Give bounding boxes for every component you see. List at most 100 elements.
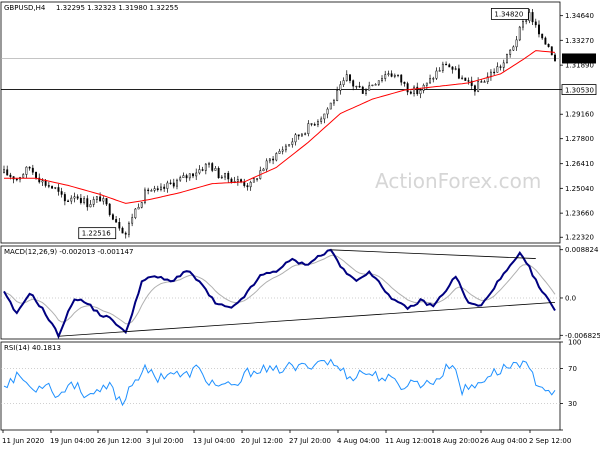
candle-body [333, 100, 335, 104]
candle-body [41, 180, 44, 183]
candle-body [246, 185, 249, 188]
candle-body [473, 85, 476, 92]
candle-body [44, 180, 47, 186]
ohlc-header: 1.32295 1.32323 1.31980 1.32255 [56, 4, 178, 12]
support-price-tag [561, 84, 597, 95]
candle-body [502, 62, 505, 68]
candle-body [243, 181, 246, 186]
candle-body [393, 74, 396, 77]
candle-body [448, 64, 451, 68]
macd-panel: MACD(12,26,9) -0.002013 -0.001147 0.0088… [1, 246, 600, 340]
candle-body [419, 90, 422, 95]
candle-body [477, 81, 480, 92]
price-tick-label: 1.29160 [565, 111, 594, 119]
candle-body [281, 149, 284, 152]
candle-body [406, 83, 409, 93]
symbol-header: GBPUSD,H4 [4, 4, 46, 12]
candle-body [25, 166, 28, 175]
candle-body [83, 198, 86, 203]
price-tick-label: 1.31890 [565, 62, 594, 70]
candle-body [525, 20, 528, 22]
candle-body [534, 21, 537, 26]
candle-body [15, 178, 18, 181]
candle-body [57, 187, 60, 192]
candle-body [60, 191, 63, 195]
candle-body [198, 169, 201, 174]
candle-body [272, 158, 275, 161]
candle-body [441, 63, 444, 71]
candle-body [115, 219, 118, 223]
price-panel-border [0, 1, 561, 244]
candle-body [227, 172, 230, 180]
candle-body [518, 26, 521, 41]
price-tick-label: 1.27800 [565, 135, 594, 143]
candle-body [38, 177, 41, 183]
candle-body [121, 227, 124, 234]
candle-body [403, 81, 406, 84]
candle-body [454, 68, 457, 70]
time-tick-label: 19 Jun 04:00 [50, 437, 94, 445]
candle-body [28, 166, 31, 169]
candle-body [256, 178, 259, 180]
candle-body [522, 21, 524, 28]
rsi-level-lines [1, 367, 560, 405]
candle-body [339, 84, 342, 91]
time-tick-label: 11 Aug 12:00 [385, 437, 432, 445]
candle-body [220, 176, 223, 179]
candle-body [208, 163, 210, 165]
macd-signal-line [3, 254, 556, 325]
time-axis: 11 Jun 2020 19 Jun 04:00 26 Jun 12:00 3 Jul… [2, 430, 571, 445]
candle-body [63, 194, 66, 202]
candle-body [51, 186, 54, 189]
candle-body [144, 189, 146, 203]
rsi-axis: 100 70 30 [560, 339, 581, 431]
candle-body [512, 46, 515, 51]
candle-body [99, 196, 102, 202]
candle-body [320, 118, 323, 122]
candle-body [429, 78, 432, 84]
time-tick-label: 4 Aug 04:00 [337, 437, 380, 445]
candle-body [486, 76, 489, 82]
candle-body [313, 124, 316, 126]
candle-body [483, 81, 486, 83]
candle-body [544, 37, 547, 45]
candle-body [371, 84, 374, 87]
candle-body [211, 163, 214, 171]
candle-body [509, 49, 512, 55]
candle-body [374, 84, 377, 86]
candle-body [134, 208, 137, 218]
candle-body [387, 73, 390, 75]
candle-body [182, 175, 185, 178]
candle-body [377, 80, 380, 85]
macd-tick-label: 0.008824 [565, 246, 599, 254]
candle-body [262, 168, 265, 171]
price-tags: 1.32255 1.30530 [561, 53, 597, 95]
candle-body [156, 188, 159, 191]
candle-body [92, 199, 95, 205]
time-tick-label: 3 Jul 20:00 [146, 437, 184, 445]
candle-body [288, 144, 291, 147]
candle-body [214, 168, 217, 171]
candle-body [294, 134, 297, 143]
candle-body [185, 175, 188, 179]
candle-body [54, 187, 57, 189]
candle-body [268, 158, 271, 162]
candle-body [150, 190, 153, 192]
candle-body [329, 102, 332, 110]
candle-body [432, 78, 435, 80]
candle-body [435, 70, 438, 79]
low-label: 1.22516 [82, 230, 111, 238]
candle-body [499, 66, 502, 68]
time-tick-label: 26 Jun 12:00 [97, 437, 141, 445]
candle-body [89, 204, 92, 208]
time-tick-label: 26 Aug 04:00 [480, 437, 527, 445]
high-label-box [490, 8, 529, 20]
rsi-panel-border [0, 341, 561, 431]
price-panel: 1.34820 1.22516 [1, 8, 560, 240]
support-price-label: 1.30530 [565, 87, 594, 95]
rsi-panel: RSI(14) 40.1813 100 70 30 [1, 339, 581, 431]
candle-body [108, 203, 111, 215]
candle-body [342, 80, 345, 85]
candle-body [480, 81, 483, 83]
candle-body [204, 163, 207, 171]
